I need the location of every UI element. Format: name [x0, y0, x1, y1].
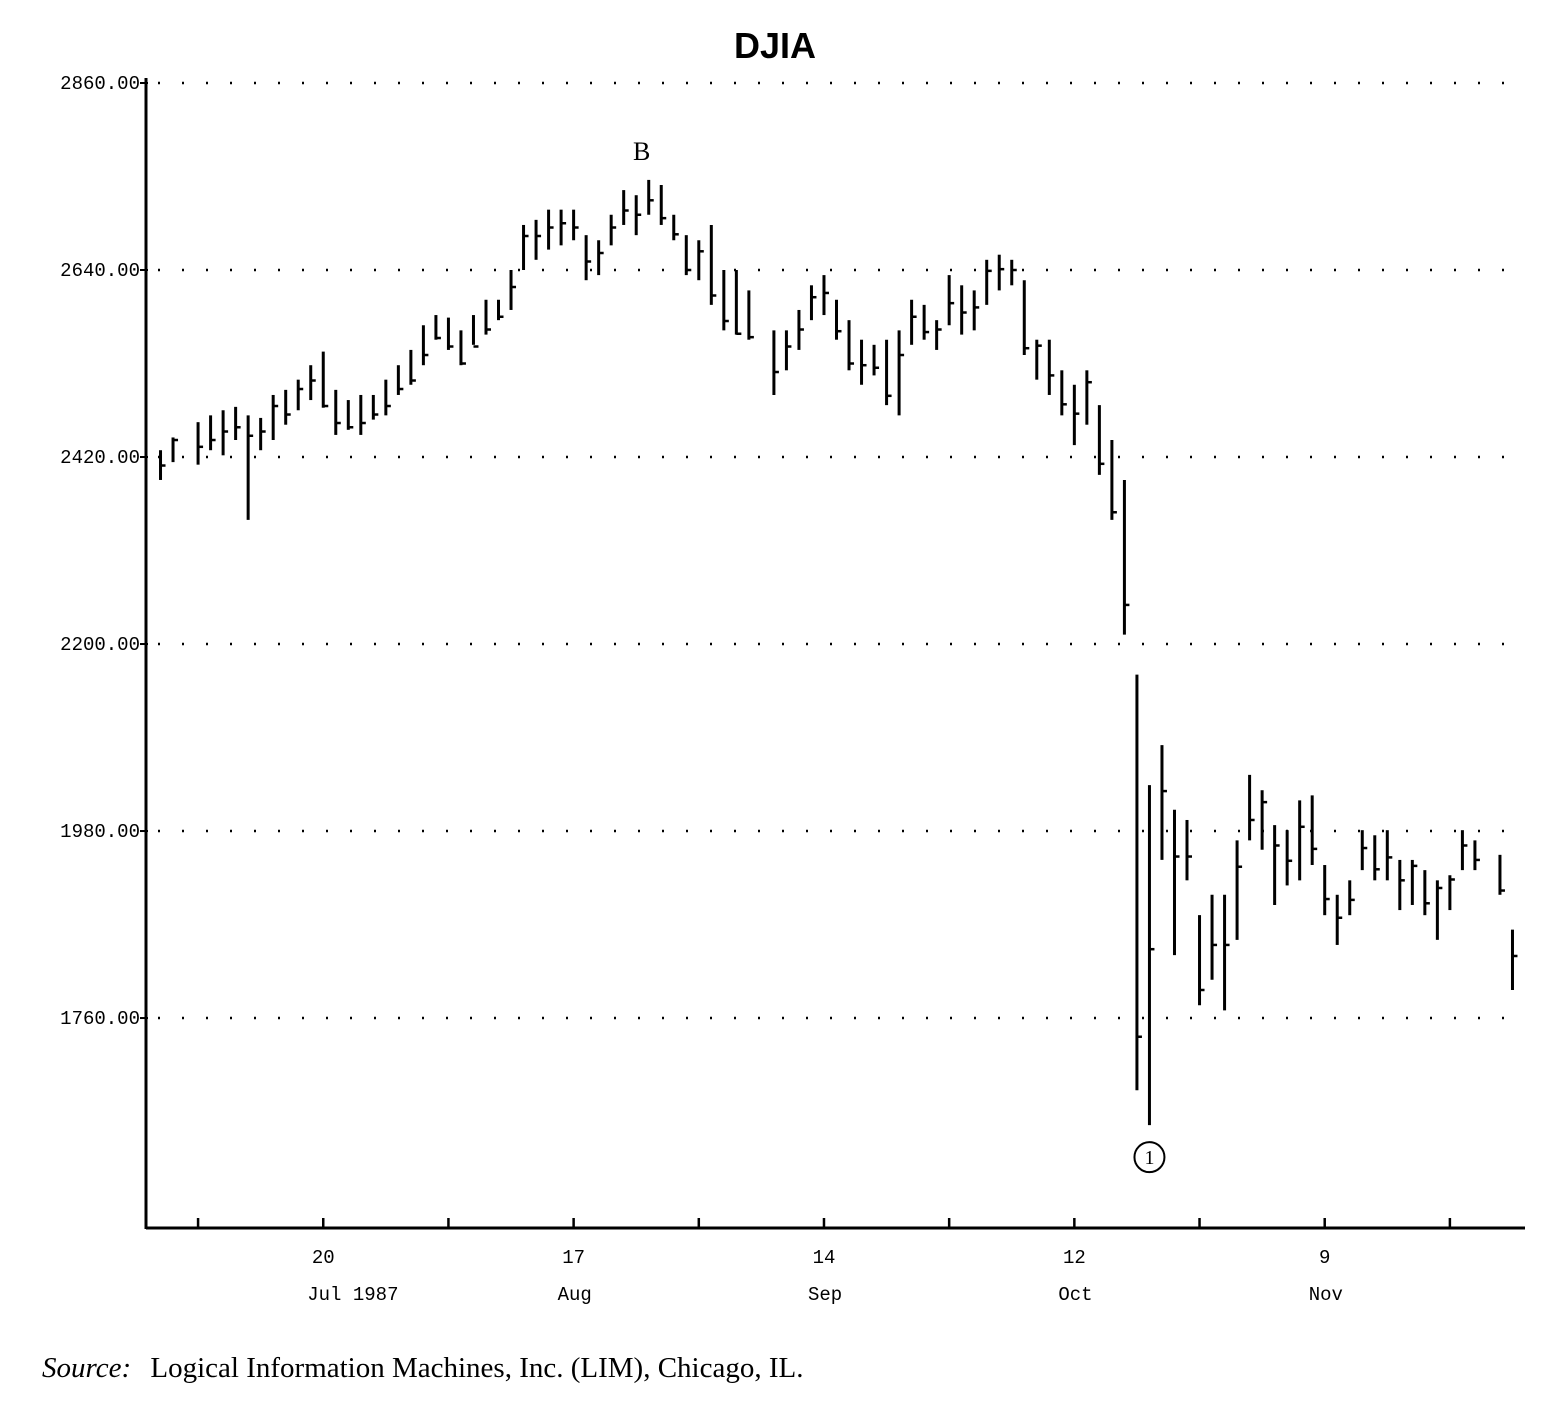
x-tick-sublabel: Nov	[1309, 1284, 1343, 1306]
annotation: 1	[1144, 1147, 1154, 1169]
x-tick-sublabel: Oct	[1058, 1284, 1092, 1306]
x-tick-label: 12	[1063, 1247, 1086, 1269]
x-tick-sublabel: Jul 1987	[307, 1284, 398, 1306]
x-tick-label: 9	[1319, 1247, 1330, 1269]
x-tick-label: 17	[562, 1247, 585, 1269]
x-tick-label: 20	[312, 1247, 335, 1269]
y-tick-label: 2640.00	[60, 260, 140, 282]
x-tick-sublabel: Sep	[808, 1284, 842, 1306]
y-tick-label: 2860.00	[60, 73, 140, 95]
y-tick-label: 2420.00	[60, 447, 140, 469]
y-tick-label: 1760.00	[60, 1008, 140, 1030]
source-label: Source:	[42, 1352, 131, 1384]
chart-title: DJIA	[734, 25, 816, 66]
y-tick-label: 2200.00	[60, 634, 140, 656]
x-tick-label: 14	[813, 1247, 836, 1269]
source-note: Source: Logical Information Machines, In…	[42, 1352, 803, 1384]
x-tick-sublabel: Aug	[558, 1284, 592, 1306]
annotation: B	[633, 137, 650, 166]
source-text: Logical Information Machines, Inc. (LIM)…	[150, 1352, 803, 1384]
annotation-circle	[1133, 1141, 1166, 1174]
y-tick-label: 1980.00	[60, 821, 140, 843]
